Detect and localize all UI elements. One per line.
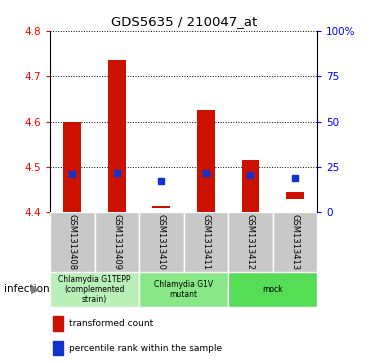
Bar [228, 212, 273, 272]
Text: mock: mock [262, 285, 283, 294]
Bar [63, 122, 81, 212]
Bar [152, 205, 170, 208]
Bar [139, 212, 184, 272]
Text: GSM1313409: GSM1313409 [112, 214, 121, 270]
Title: GDS5635 / 210047_at: GDS5635 / 210047_at [111, 15, 257, 28]
Bar [242, 160, 259, 212]
Bar [197, 110, 215, 212]
Bar [139, 272, 228, 307]
Text: percentile rank within the sample: percentile rank within the sample [69, 344, 222, 352]
Text: Chlamydia G1V
mutant: Chlamydia G1V mutant [154, 280, 213, 299]
Text: infection: infection [4, 285, 49, 294]
Text: Chlamydia G1TEPP
(complemented
strain): Chlamydia G1TEPP (complemented strain) [58, 274, 131, 305]
Bar [95, 212, 139, 272]
Bar [108, 60, 126, 212]
Bar [184, 212, 228, 272]
Bar [53, 341, 63, 355]
Text: GSM1313410: GSM1313410 [157, 214, 166, 270]
Text: GSM1313411: GSM1313411 [201, 214, 210, 270]
Bar [273, 212, 317, 272]
Text: GSM1313412: GSM1313412 [246, 214, 255, 270]
Text: GSM1313408: GSM1313408 [68, 214, 77, 270]
Bar [50, 212, 95, 272]
Bar [286, 192, 304, 199]
Text: ▶: ▶ [31, 285, 39, 294]
Text: transformed count: transformed count [69, 319, 153, 328]
Bar [53, 316, 63, 331]
Bar [228, 272, 317, 307]
Text: GSM1313413: GSM1313413 [290, 214, 299, 270]
Bar [50, 272, 139, 307]
